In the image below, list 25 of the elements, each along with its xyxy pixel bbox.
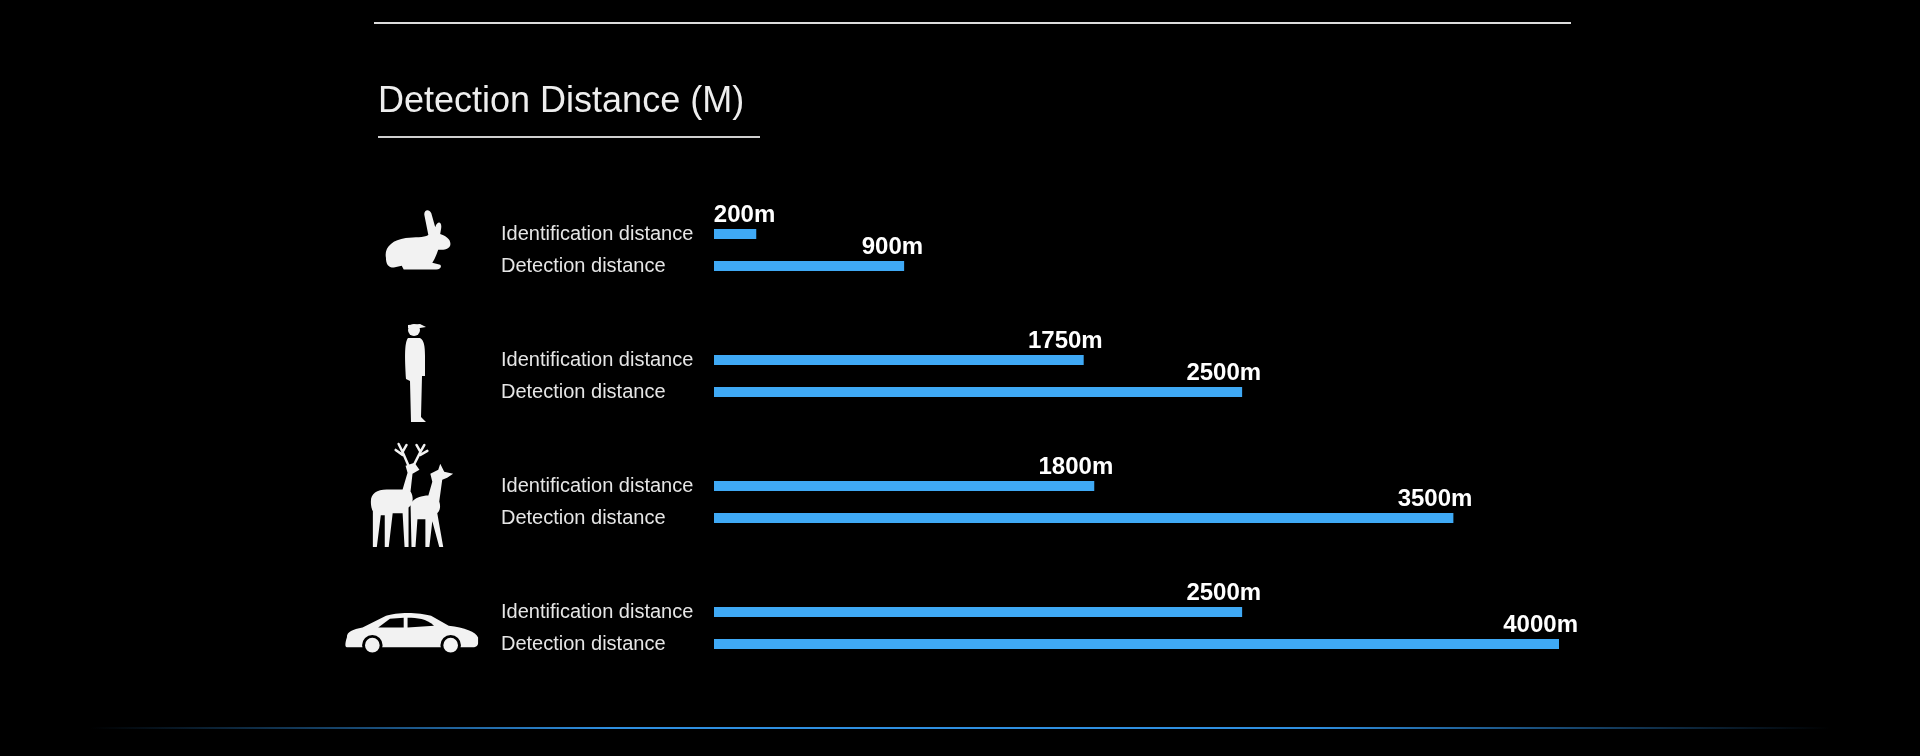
text: Detection distance (501, 253, 666, 276)
data-label: 2500m (1186, 358, 1262, 385)
text: Identification distance (501, 599, 694, 622)
bar (714, 639, 1559, 649)
bar (714, 229, 757, 239)
bar (714, 481, 1095, 491)
data-label: 200m (713, 200, 776, 227)
data-label: 1750m (1027, 326, 1103, 353)
text: Detection distance (501, 379, 666, 402)
text: Detection distance (501, 631, 666, 654)
bar (714, 607, 1243, 617)
bar (714, 261, 905, 271)
bar (714, 355, 1084, 365)
bar (714, 387, 1243, 397)
data-label: 1800m (1038, 452, 1114, 479)
data-label: 2500m (1186, 578, 1262, 605)
text: Detection distance (501, 505, 666, 528)
text: Identification distance (501, 473, 694, 496)
text: Identification distance (501, 347, 694, 370)
chart-title: Detection Distance (M) (378, 79, 745, 121)
data-label: 3500m (1397, 484, 1473, 511)
bar (714, 513, 1454, 523)
series-label: Identification distance (501, 221, 694, 244)
data-label: 4000m (1503, 610, 1578, 637)
data-label: 900m (861, 232, 924, 259)
